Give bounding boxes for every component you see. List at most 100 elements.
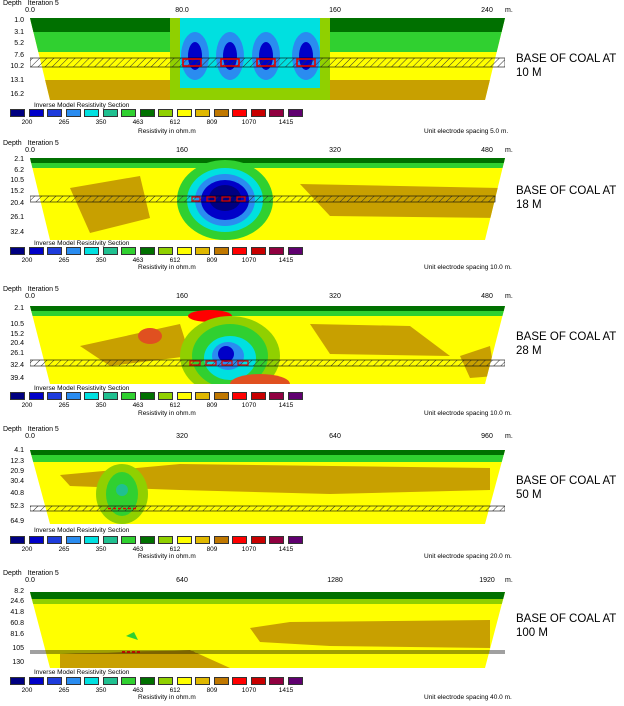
legend-value: 1070: [241, 257, 257, 264]
legend-swatch: [10, 677, 25, 685]
x-tick: 80.0: [175, 7, 189, 14]
legend-swatch: [287, 536, 303, 544]
panel-3: Depth Iteration 5 0.0 160 320 480 m. 2.1 …: [0, 286, 624, 426]
panel-5: Depth Iteration 5 0.0 640 1280 1920 m. 8.…: [0, 570, 624, 706]
legend-value: 265: [58, 119, 70, 126]
panel-2: Depth Iteration 5 0.0 160 320 480 m. 2.1 …: [0, 140, 624, 280]
depth-label: 10.5: [10, 321, 24, 328]
base-label-line: BASE OF COAL AT: [516, 185, 617, 197]
panel-header: Depth Iteration 5: [3, 0, 65, 7]
legend-value: 200: [21, 402, 33, 409]
x-tick: 0.0: [25, 147, 35, 154]
legend-swatch: [139, 536, 155, 544]
resistivity-section: [30, 306, 505, 384]
depth-label: 20.9: [10, 468, 24, 475]
depth-label: 7.6: [14, 52, 24, 59]
depth-label: 16.2: [10, 91, 24, 98]
depth-label: 24.6: [10, 598, 24, 605]
depth-label: 105: [12, 645, 24, 652]
legend-value: 1415: [278, 119, 294, 126]
x-tick: 480: [481, 293, 493, 300]
legend-swatch: [139, 109, 155, 117]
legend-swatch: [102, 392, 118, 400]
legend-value: 463: [132, 119, 144, 126]
legend-swatch: [28, 392, 44, 400]
x-tick: 240: [481, 7, 493, 14]
legend-title: Inverse Model Resistivity Section: [34, 669, 130, 676]
x-tick: 160: [329, 7, 341, 14]
legend-value: 1415: [278, 687, 294, 694]
legend-swatch: [158, 536, 173, 544]
legend-swatch: [47, 392, 62, 400]
legend-swatch: [47, 109, 62, 117]
legend-swatch: [139, 677, 155, 685]
legend-swatch: [121, 677, 136, 685]
iteration-label: Iteration 5: [27, 140, 59, 147]
depth-label: 4.1: [14, 447, 24, 454]
legend-swatch: [65, 392, 81, 400]
legend-swatch: [102, 247, 118, 255]
legend-value: 463: [132, 687, 144, 694]
x-tick: 160: [176, 293, 188, 300]
depth-label: 3.1: [14, 29, 24, 36]
legend-swatch: [250, 247, 266, 255]
panel-1: Depth Iteration 5 0.0 80.0 160 240 m. 1.0…: [0, 0, 624, 140]
legend-value: 200: [21, 546, 33, 553]
electrode-spacing: Unit electrode spacing 5.0 m.: [424, 128, 509, 135]
legend-swatch: [195, 392, 210, 400]
electrode-spacing: Unit electrode spacing 40.0 m.: [424, 694, 512, 701]
legend-swatch: [10, 536, 25, 544]
depth-header: Depth: [3, 140, 22, 147]
legend-value: 612: [169, 257, 181, 264]
legend-value: 809: [206, 402, 218, 409]
legend-swatch: [10, 109, 25, 117]
depth-label: 26.1: [10, 214, 24, 221]
legend-value: 463: [132, 257, 144, 264]
legend-swatch: [121, 392, 136, 400]
legend-swatch: [28, 247, 44, 255]
depth-label: 20.4: [10, 200, 24, 207]
base-of-coal-label: BASE OF COAL AT 18 M: [516, 184, 616, 212]
base-depth: 50 M: [516, 489, 542, 501]
electrode-spacing: Unit electrode spacing 10.0 m.: [424, 410, 512, 417]
legend-swatch: [176, 109, 192, 117]
legend-value: 200: [21, 257, 33, 264]
depth-header: Depth: [3, 286, 22, 293]
depth-label: 8.2: [14, 588, 24, 595]
legend-swatch: [121, 109, 136, 117]
legend-swatch: [84, 536, 99, 544]
depth-header: Depth: [3, 426, 22, 433]
depth-label: 12.3: [10, 458, 24, 465]
legend-value: 350: [95, 687, 107, 694]
depth-label: 15.2: [10, 188, 24, 195]
depth-label: 20.4: [10, 340, 24, 347]
legend-swatch: [28, 109, 44, 117]
legend-swatch: [269, 536, 284, 544]
legend-value: 350: [95, 257, 107, 264]
resistivity-unit: Resistivity in ohm.m: [138, 553, 196, 560]
legend-swatch: [10, 392, 25, 400]
legend-value: 463: [132, 546, 144, 553]
depth-label: 64.9: [10, 518, 24, 525]
legend-swatch: [102, 677, 118, 685]
legend-value: 350: [95, 546, 107, 553]
legend-swatch: [213, 109, 229, 117]
legend-value: 265: [58, 546, 70, 553]
legend-swatch: [121, 536, 136, 544]
legend-swatch: [84, 247, 99, 255]
legend-swatch: [65, 677, 81, 685]
legend-value: 1070: [241, 687, 257, 694]
x-tick: 320: [329, 147, 341, 154]
x-tick: 0.0: [25, 7, 35, 14]
depth-label: 26.1: [10, 350, 24, 357]
x-unit: m.: [505, 147, 513, 154]
legend-swatch: [287, 677, 303, 685]
depth-label: 6.2: [14, 167, 24, 174]
x-tick: 960: [481, 433, 493, 440]
panel-header: Depth Iteration 5: [3, 570, 65, 577]
legend-swatch: [176, 677, 192, 685]
legend-value: 612: [169, 402, 181, 409]
legend-title: Inverse Model Resistivity Section: [34, 385, 130, 392]
legend-title: Inverse Model Resistivity Section: [34, 240, 130, 247]
x-unit: m.: [505, 433, 513, 440]
